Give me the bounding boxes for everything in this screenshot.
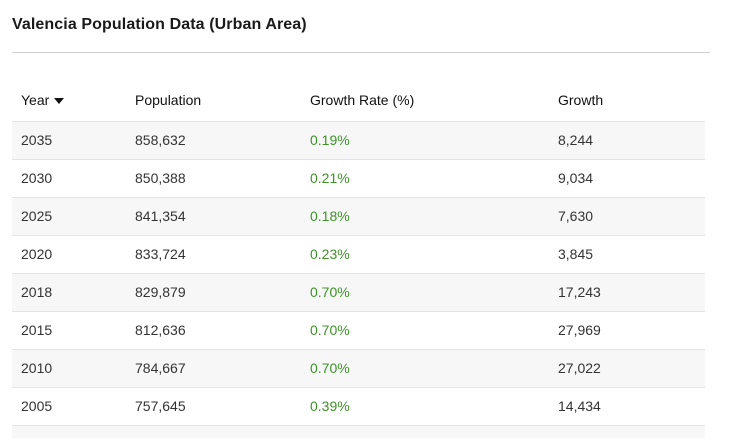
table-row: 2030 850,388 0.21% 9,034 [12,159,705,197]
table-row: 2020 833,724 0.23% 3,845 [12,235,705,273]
growth-cell: 14,434 [558,398,601,414]
column-header-year[interactable]: Year [12,80,126,121]
growth-cell: 3,845 [558,246,594,262]
growth-rate-cell: 0.21% [310,170,350,186]
growth-cell: 8,244 [558,132,594,148]
population-cell: 850,388 [135,170,186,186]
column-header-population-label: Population [135,92,202,109]
table-menu-cell [659,80,705,121]
column-header-growth-rate[interactable]: Growth Rate (%) [301,80,549,121]
year-cell: 2010 [21,360,53,376]
population-cell: 858,632 [135,132,186,148]
growth-rate-cell: 0.70% [310,284,350,300]
population-cell: 829,879 [135,284,186,300]
year-cell: 2020 [21,246,53,262]
column-header-growth-rate-label: Growth Rate (%) [310,92,415,109]
growth-cell: 9,034 [558,170,594,186]
table-row: 2005 757,645 0.39% 14,434 [12,387,705,425]
table-row: 2018 829,879 0.70% 17,243 [12,273,705,311]
population-table: Year Population Growth Rate (%) Growth 2… [12,80,705,438]
table-header-row: Year Population Growth Rate (%) Growth [12,80,705,121]
column-header-growth-label: Growth [558,92,604,109]
population-cell: 841,354 [135,208,186,224]
table-menu-button[interactable] [668,93,686,108]
sort-desc-icon [54,98,65,105]
year-cell: 2035 [21,132,53,148]
growth-cell: 17,243 [558,284,601,300]
growth-cell: 27,969 [558,322,601,338]
table-row: 2015 812,636 0.70% 27,969 [12,311,705,349]
growth-cell: 27,022 [558,360,601,376]
title-divider [12,52,710,53]
year-cell: 2030 [21,170,53,186]
year-cell: 2025 [21,208,53,224]
table-row-partial [12,425,705,438]
year-cell: 2015 [21,322,53,338]
growth-rate-cell: 0.39% [310,398,350,414]
column-header-growth[interactable]: Growth [549,80,659,121]
population-cell: 812,636 [135,322,186,338]
growth-rate-cell: 0.19% [310,132,350,148]
year-cell: 2018 [21,284,53,300]
growth-cell: 7,630 [558,208,594,224]
growth-rate-cell: 0.70% [310,360,350,376]
page-title: Valencia Population Data (Urban Area) [12,16,307,33]
growth-rate-cell: 0.18% [310,208,350,224]
population-cell: 784,667 [135,360,186,376]
column-header-population[interactable]: Population [126,80,301,121]
year-cell: 2005 [21,398,53,414]
column-header-year-label: Year [21,92,50,109]
population-cell: 757,645 [135,398,186,414]
table-row: 2025 841,354 0.18% 7,630 [12,197,705,235]
table-row: 2010 784,667 0.70% 27,022 [12,349,705,387]
table-row: 2035 858,632 0.19% 8,244 [12,121,705,159]
growth-rate-cell: 0.23% [310,246,350,262]
population-cell: 833,724 [135,246,186,262]
growth-rate-cell: 0.70% [310,322,350,338]
